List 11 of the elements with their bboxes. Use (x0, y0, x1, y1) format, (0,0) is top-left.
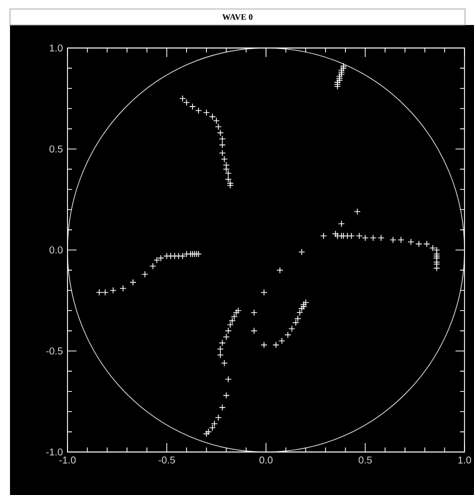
x-tick-label: 1.0 (458, 456, 472, 464)
x-tick-label: -0.5 (158, 456, 175, 464)
y-tick-label: -0.5 (46, 347, 63, 355)
x-tick-label: 0.5 (358, 456, 372, 464)
y-tick-label: 1.0 (50, 44, 63, 52)
y-tick-label: 0.0 (50, 246, 63, 254)
y-tick-label: 0.5 (50, 145, 63, 153)
x-tick-label: -1.0 (59, 456, 76, 464)
y-tick-label: -1.0 (46, 448, 63, 456)
chart-title: WAVE 0 (222, 14, 252, 20)
x-tick-label: 0.0 (259, 456, 273, 464)
